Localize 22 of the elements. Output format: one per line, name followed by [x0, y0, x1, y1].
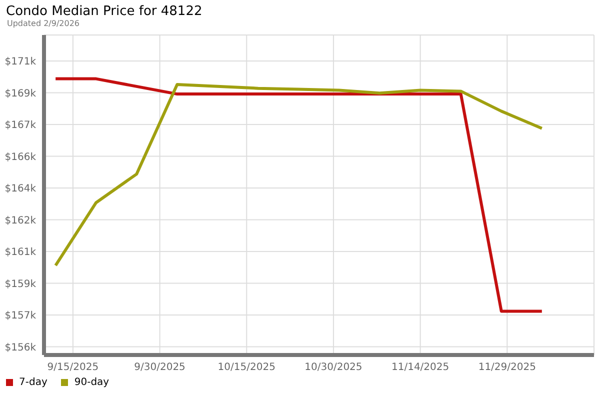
x-tick-label: 11/14/2025	[391, 362, 450, 374]
y-tick-label: $169k	[4, 88, 36, 100]
x-tick-label: 10/15/2025	[218, 362, 276, 374]
x-tick-label: 9/30/2025	[134, 362, 186, 374]
chart-subtitle: Updated 2/9/2026	[6, 19, 81, 29]
y-tick-label: $156k	[4, 342, 36, 354]
line-series	[54, 77, 544, 313]
y-tick-label: $161k	[4, 247, 36, 258]
x-tick-label: 10/30/2025	[304, 362, 362, 374]
y-tick-label: $166k	[4, 152, 36, 163]
line-series	[54, 83, 544, 267]
legend-label: 90-day	[74, 377, 110, 388]
legend-label: 7-day	[19, 377, 48, 388]
y-tick-label: $167k	[4, 120, 36, 132]
y-tick-label: $157k	[4, 310, 36, 322]
y-tick-label: $162k	[4, 215, 36, 226]
y-tick-label: $159k	[4, 278, 36, 290]
y-tick-label: $164k	[4, 184, 36, 195]
x-tick-label: 9/15/2025	[47, 362, 99, 374]
x-tick-label: 11/29/2025	[478, 362, 536, 374]
chart-title: Condo Median Price for 48122	[5, 3, 204, 19]
y-tick-label: $171k	[4, 56, 36, 68]
